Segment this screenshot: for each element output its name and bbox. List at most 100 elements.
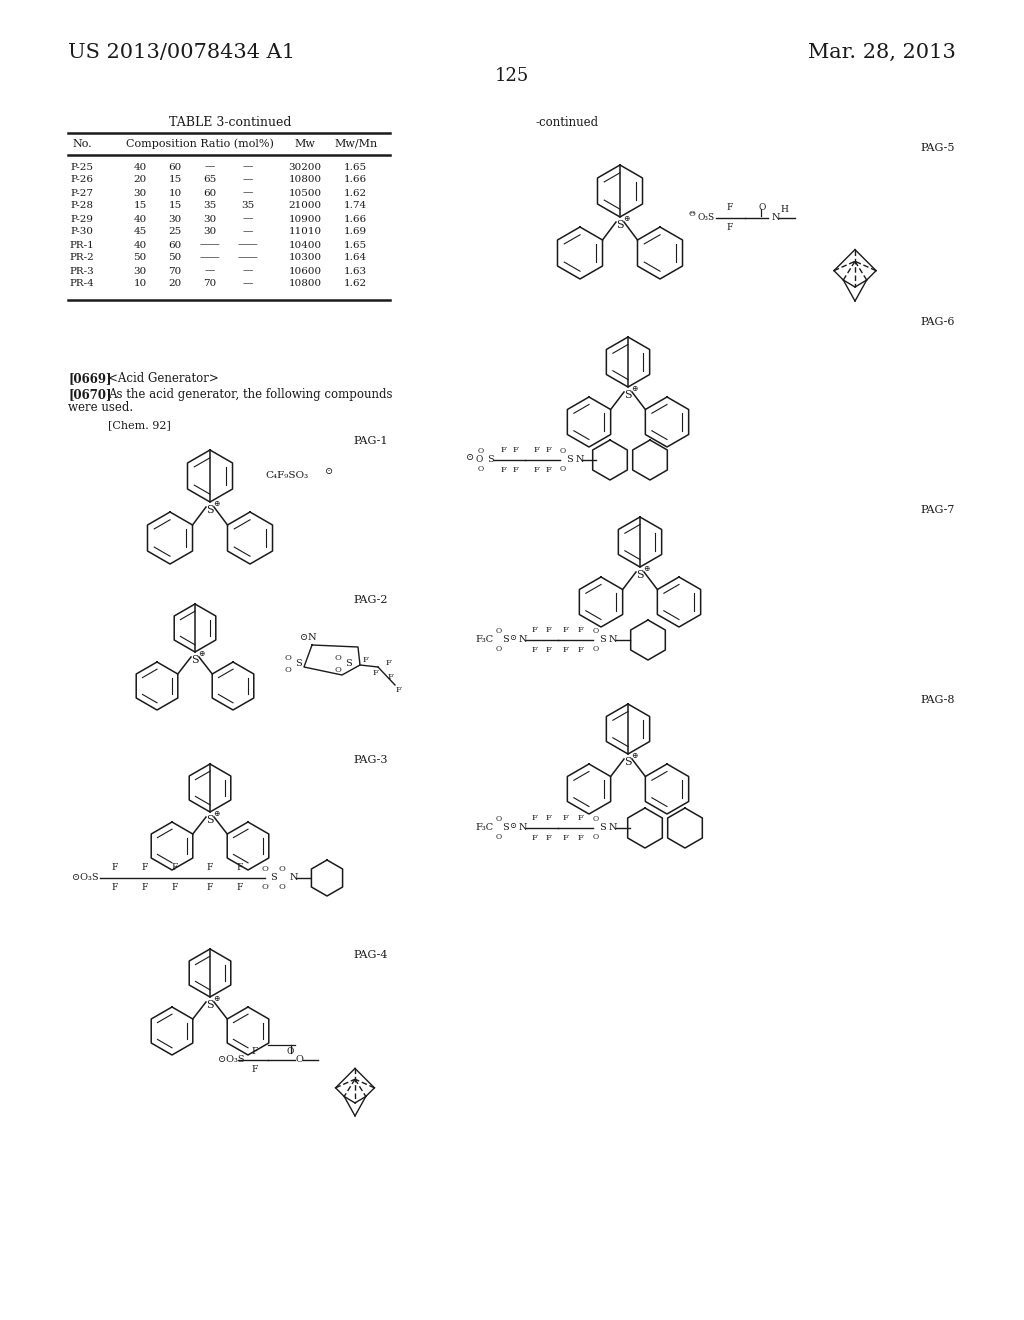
Text: 60: 60 [168, 240, 181, 249]
Text: F: F [237, 883, 243, 892]
Text: ⊕: ⊕ [198, 649, 204, 657]
Text: 1.64: 1.64 [343, 253, 367, 263]
Text: -continued: -continued [535, 116, 598, 128]
Text: F: F [531, 645, 537, 653]
Text: F: F [545, 446, 551, 454]
Text: O: O [593, 627, 599, 635]
Text: O: O [496, 833, 502, 841]
Text: P-28: P-28 [71, 202, 93, 210]
Text: ⊕: ⊕ [213, 995, 219, 1003]
Text: F: F [385, 659, 391, 667]
Text: 35: 35 [242, 202, 255, 210]
Text: F: F [207, 863, 213, 873]
Text: PAG-6: PAG-6 [921, 317, 955, 327]
Text: F: F [141, 883, 148, 892]
Text: Mar. 28, 2013: Mar. 28, 2013 [808, 42, 956, 62]
Text: 11010: 11010 [289, 227, 322, 236]
Text: O: O [335, 667, 341, 675]
Text: O: O [593, 814, 599, 822]
Text: F: F [531, 834, 537, 842]
Text: ⊙O₃S: ⊙O₃S [72, 874, 98, 883]
Text: PR-2: PR-2 [70, 253, 94, 263]
Text: S: S [206, 506, 214, 515]
Text: 10: 10 [168, 189, 181, 198]
Text: 20: 20 [168, 280, 181, 289]
Text: S: S [206, 1001, 214, 1010]
Text: 25: 25 [168, 227, 181, 236]
Text: 1.66: 1.66 [343, 176, 367, 185]
Text: ⊙: ⊙ [466, 454, 474, 462]
Text: —: — [243, 214, 253, 223]
Text: P-27: P-27 [71, 189, 93, 198]
Text: —: — [243, 280, 253, 289]
Text: F: F [252, 1047, 258, 1056]
Text: 1.74: 1.74 [343, 202, 367, 210]
Text: As the acid generator, the following compounds: As the acid generator, the following com… [108, 388, 392, 401]
Text: ⊕: ⊕ [623, 215, 629, 223]
Text: F: F [578, 645, 583, 653]
Text: —: — [205, 162, 215, 172]
Text: F: F [252, 1064, 258, 1073]
Text: F: F [141, 863, 148, 873]
Text: 20: 20 [133, 176, 146, 185]
Text: 1.66: 1.66 [343, 214, 367, 223]
Text: F: F [578, 814, 583, 822]
Text: F: F [207, 883, 213, 892]
Text: F: F [545, 645, 551, 653]
Text: 65: 65 [204, 176, 217, 185]
Text: ——: —— [238, 253, 258, 263]
Text: N: N [575, 455, 585, 465]
Text: F: F [362, 656, 368, 664]
Text: TABLE 3-continued: TABLE 3-continued [169, 116, 291, 128]
Text: —: — [243, 162, 253, 172]
Text: PR-3: PR-3 [70, 267, 94, 276]
Text: —: — [243, 189, 253, 198]
Text: O: O [496, 627, 502, 635]
Text: [Chem. 92]: [Chem. 92] [108, 420, 171, 430]
Text: No.: No. [72, 139, 92, 149]
Text: PR-1: PR-1 [70, 240, 94, 249]
Text: Θ: Θ [688, 210, 695, 218]
Text: 1.63: 1.63 [343, 267, 367, 276]
Text: <Acid Generator>: <Acid Generator> [108, 372, 219, 385]
Text: 10800: 10800 [289, 280, 322, 289]
Text: ⊕: ⊕ [213, 500, 219, 508]
Text: 70: 70 [204, 280, 217, 289]
Text: 70: 70 [168, 267, 181, 276]
Text: O: O [560, 465, 566, 473]
Text: 125: 125 [495, 67, 529, 84]
Text: 10500: 10500 [289, 189, 322, 198]
Text: P-26: P-26 [71, 176, 93, 185]
Text: F: F [172, 883, 178, 892]
Text: PAG-8: PAG-8 [921, 696, 955, 705]
Text: H: H [780, 206, 787, 214]
Text: N: N [609, 635, 617, 644]
Text: ⊕: ⊕ [643, 565, 649, 573]
Text: F: F [395, 686, 401, 694]
Text: S: S [191, 655, 199, 665]
Text: F: F [531, 626, 537, 634]
Text: P-29: P-29 [71, 214, 93, 223]
Text: 10300: 10300 [289, 253, 322, 263]
Text: F₃C: F₃C [475, 824, 494, 833]
Text: C₄F₉SO₃: C₄F₉SO₃ [265, 470, 308, 479]
Text: F: F [545, 814, 551, 822]
Text: [0670]: [0670] [68, 388, 112, 401]
Text: N: N [519, 824, 527, 833]
Text: PAG-7: PAG-7 [921, 506, 955, 515]
Text: ⊕: ⊕ [631, 385, 637, 393]
Text: 60: 60 [204, 189, 217, 198]
Text: 1.69: 1.69 [343, 227, 367, 236]
Text: O: O [285, 667, 292, 675]
Text: 1.65: 1.65 [343, 240, 367, 249]
Text: ⊙: ⊙ [510, 634, 516, 642]
Text: S: S [599, 824, 606, 833]
Text: ⊙O₃S: ⊙O₃S [218, 1056, 245, 1064]
Text: O₃S: O₃S [698, 214, 715, 223]
Text: O: O [759, 202, 766, 211]
Text: N: N [290, 874, 299, 883]
Text: S: S [599, 635, 606, 644]
Text: ——: —— [238, 240, 258, 249]
Text: F: F [500, 466, 506, 474]
Text: ⊙N: ⊙N [300, 632, 316, 642]
